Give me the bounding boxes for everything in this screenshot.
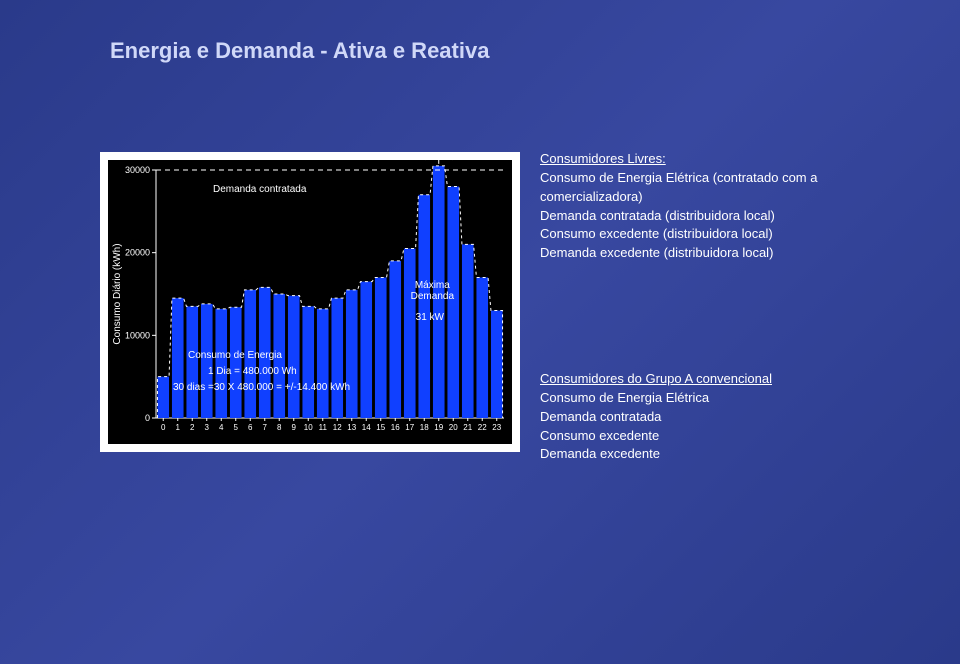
svg-text:19: 19 <box>434 423 443 432</box>
consumers-groupA-heading: Consumidores do Grupo A convencional <box>540 370 870 389</box>
svg-text:7: 7 <box>263 423 268 432</box>
consumers-groupA-line: Demanda excedente <box>540 445 870 464</box>
svg-text:13: 13 <box>347 423 356 432</box>
svg-text:11: 11 <box>319 423 328 432</box>
svg-text:3: 3 <box>205 423 210 432</box>
svg-text:18: 18 <box>420 423 429 432</box>
svg-text:22: 22 <box>478 423 487 432</box>
svg-text:2: 2 <box>190 423 195 432</box>
svg-text:1: 1 <box>176 423 181 432</box>
svg-text:12: 12 <box>333 423 342 432</box>
consumers-groupA-line: Consumo excedente <box>540 427 870 446</box>
svg-text:21: 21 <box>463 423 472 432</box>
energy-consumption-label: Consumo de Energia <box>188 350 282 361</box>
svg-text:23: 23 <box>492 423 501 432</box>
svg-text:9: 9 <box>292 423 297 432</box>
max-demand-label: MáximaDemanda <box>411 280 454 302</box>
svg-text:6: 6 <box>248 423 253 432</box>
consumers-groupA-line: Consumo de Energia Elétrica <box>540 389 870 408</box>
chart-frame: 0100002000030000Consumo Diário (kWh)0123… <box>100 152 520 452</box>
svg-text:14: 14 <box>362 423 371 432</box>
svg-text:17: 17 <box>405 423 414 432</box>
svg-text:16: 16 <box>391 423 400 432</box>
page-title: Energia e Demanda - Ativa e Reativa <box>110 38 489 64</box>
svg-text:30000: 30000 <box>125 165 150 175</box>
max-demand-value: 31 kW <box>416 312 444 323</box>
svg-text:15: 15 <box>376 423 385 432</box>
svg-text:Consumo Diário (kWh): Consumo Diário (kWh) <box>112 243 123 344</box>
chart-area: 0100002000030000Consumo Diário (kWh)0123… <box>108 160 512 444</box>
energy-chart: 0100002000030000Consumo Diário (kWh)0123… <box>108 160 512 444</box>
energy-consumption-line1: 1 Dia = 480.000 Wh <box>208 366 297 377</box>
svg-text:4: 4 <box>219 423 224 432</box>
consumers-free-line: Consumo excedente (distribuidora local) <box>540 225 870 244</box>
consumers-free-line: Consumo de Energia Elétrica (contratado … <box>540 169 870 207</box>
svg-text:5: 5 <box>234 423 239 432</box>
svg-text:20: 20 <box>449 423 458 432</box>
svg-text:0: 0 <box>161 423 166 432</box>
consumers-free-heading: Consumidores Livres: <box>540 150 870 169</box>
consumers-groupA-block: Consumidores do Grupo A convencional Con… <box>540 370 870 464</box>
consumers-free-block: Consumidores Livres: Consumo de Energia … <box>540 150 870 263</box>
svg-text:0: 0 <box>145 413 150 423</box>
contracted-demand-label: Demanda contratada <box>213 184 306 195</box>
svg-text:10: 10 <box>304 423 313 432</box>
consumers-free-line: Demanda excedente (distribuidora local) <box>540 244 870 263</box>
energy-consumption-line2: 30 dias =30 X 480.000 = +/-14.400 kWh <box>173 382 350 393</box>
svg-text:10000: 10000 <box>125 330 150 340</box>
consumers-groupA-line: Demanda contratada <box>540 408 870 427</box>
consumers-free-line: Demanda contratada (distribuidora local) <box>540 207 870 226</box>
svg-text:8: 8 <box>277 423 282 432</box>
svg-text:20000: 20000 <box>125 248 150 258</box>
